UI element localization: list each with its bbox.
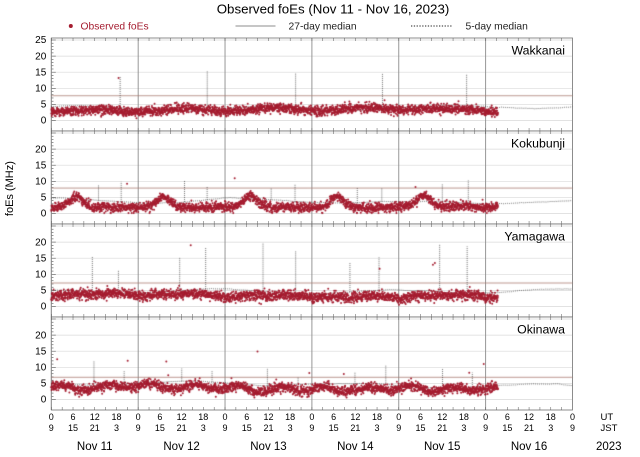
svg-text:0: 0 [136, 412, 141, 422]
svg-text:21: 21 [437, 423, 447, 433]
svg-text:12: 12 [90, 412, 100, 422]
svg-text:6: 6 [418, 412, 423, 422]
svg-text:6: 6 [505, 412, 510, 422]
svg-text:21: 21 [350, 423, 360, 433]
svg-text:JST: JST [601, 423, 618, 434]
svg-text:18: 18 [198, 412, 208, 422]
svg-text:0: 0 [309, 412, 314, 422]
svg-text:9: 9 [396, 423, 401, 433]
svg-text:18: 18 [111, 412, 121, 422]
svg-text:Nov 13: Nov 13 [250, 441, 286, 453]
svg-text:12: 12 [524, 412, 534, 422]
svg-text:15: 15 [329, 423, 339, 433]
svg-text:Yamagawa: Yamagawa [504, 229, 565, 243]
svg-text:Nov 12: Nov 12 [163, 441, 199, 453]
svg-text:Kokubunji: Kokubunji [511, 136, 565, 150]
svg-text:Wakkanai: Wakkanai [511, 43, 565, 57]
svg-text:12: 12 [350, 412, 360, 422]
svg-text:3: 3 [114, 423, 119, 433]
svg-text:15: 15 [415, 423, 425, 433]
svg-text:9: 9 [309, 423, 314, 433]
svg-text:15: 15 [502, 423, 512, 433]
svg-text:9: 9 [223, 423, 228, 433]
svg-text:12: 12 [437, 412, 447, 422]
svg-text:9: 9 [136, 423, 141, 433]
svg-text:6: 6 [71, 412, 76, 422]
svg-text:Observed foEs: Observed foEs [81, 21, 149, 32]
svg-text:0: 0 [49, 412, 54, 422]
svg-text:0: 0 [223, 412, 228, 422]
svg-text:15: 15 [242, 423, 252, 433]
svg-text:3: 3 [201, 423, 206, 433]
svg-text:18: 18 [285, 412, 295, 422]
svg-text:3: 3 [288, 423, 293, 433]
svg-text:9: 9 [49, 423, 54, 433]
svg-text:18: 18 [372, 412, 382, 422]
svg-text:Nov 15: Nov 15 [424, 441, 460, 453]
svg-text:0: 0 [396, 412, 401, 422]
svg-text:2023: 2023 [596, 441, 622, 453]
svg-text:Nov 14: Nov 14 [337, 441, 374, 453]
svg-text:21: 21 [90, 423, 100, 433]
svg-text:6: 6 [157, 412, 162, 422]
svg-text:15: 15 [155, 423, 165, 433]
svg-text:foEs (MHz): foEs (MHz) [4, 161, 16, 216]
svg-text:3: 3 [548, 423, 553, 433]
svg-text:15: 15 [68, 423, 78, 433]
svg-text:Nov 11: Nov 11 [77, 441, 113, 453]
svg-text:5-day median: 5-day median [466, 21, 529, 32]
svg-text:21: 21 [524, 423, 534, 433]
svg-text:6: 6 [244, 412, 249, 422]
svg-text:0: 0 [483, 412, 488, 422]
svg-text:18: 18 [546, 412, 556, 422]
svg-text:Okinawa: Okinawa [517, 322, 565, 336]
svg-text:18: 18 [459, 412, 469, 422]
svg-text:3: 3 [461, 423, 466, 433]
svg-text:9: 9 [483, 423, 488, 433]
svg-text:Nov 16: Nov 16 [511, 441, 547, 453]
svg-text:9: 9 [570, 423, 575, 433]
svg-text:27-day median: 27-day median [289, 21, 357, 32]
svg-text:21: 21 [263, 423, 273, 433]
svg-text:0: 0 [570, 412, 575, 422]
svg-text:12: 12 [263, 412, 273, 422]
svg-text:6: 6 [331, 412, 336, 422]
svg-text:3: 3 [375, 423, 380, 433]
svg-text:21: 21 [177, 423, 187, 433]
svg-text:12: 12 [177, 412, 187, 422]
svg-text:UT: UT [601, 412, 614, 423]
svg-text:Observed foEs (Nov 11 - Nov 16: Observed foEs (Nov 11 - Nov 16, 2023) [217, 2, 450, 17]
